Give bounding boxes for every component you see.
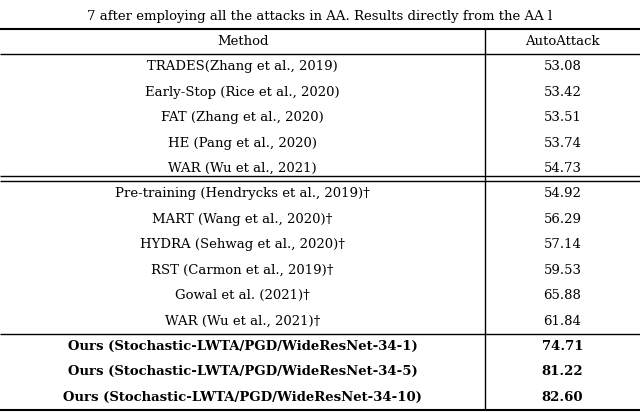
Text: FAT (Zhang et al., 2020): FAT (Zhang et al., 2020) (161, 111, 324, 124)
Text: 53.08: 53.08 (543, 61, 582, 73)
Text: Gowal et al. (2021)†: Gowal et al. (2021)† (175, 289, 310, 302)
Text: TRADES(Zhang et al., 2019): TRADES(Zhang et al., 2019) (147, 61, 338, 73)
Text: 81.22: 81.22 (541, 365, 584, 378)
Text: HE (Pang et al., 2020): HE (Pang et al., 2020) (168, 137, 317, 150)
Text: 59.53: 59.53 (543, 264, 582, 277)
Text: 65.88: 65.88 (543, 289, 582, 302)
Text: 74.71: 74.71 (542, 340, 583, 353)
Text: Ours (Stochastic-LWTA/PGD/WideResNet-34-10): Ours (Stochastic-LWTA/PGD/WideResNet-34-… (63, 391, 422, 404)
Text: 57.14: 57.14 (543, 238, 582, 251)
Text: Early-Stop (Rice et al., 2020): Early-Stop (Rice et al., 2020) (145, 86, 340, 99)
Text: WAR (Wu et al., 2021): WAR (Wu et al., 2021) (168, 162, 317, 175)
Text: 61.84: 61.84 (543, 314, 582, 328)
Text: 54.73: 54.73 (543, 162, 582, 175)
Text: 53.42: 53.42 (543, 86, 582, 99)
Text: 7 after employing all the attacks in AA. Results directly from the AA l: 7 after employing all the attacks in AA.… (88, 10, 552, 23)
Text: 53.74: 53.74 (543, 137, 582, 150)
Text: Method: Method (217, 35, 268, 48)
Text: 82.60: 82.60 (542, 391, 583, 404)
Text: RST (Carmon et al., 2019)†: RST (Carmon et al., 2019)† (151, 264, 334, 277)
Text: AutoAttack: AutoAttack (525, 35, 600, 48)
Text: 53.51: 53.51 (543, 111, 582, 124)
Text: 54.92: 54.92 (543, 187, 582, 201)
Text: WAR (Wu et al., 2021)†: WAR (Wu et al., 2021)† (165, 314, 320, 328)
Text: MART (Wang et al., 2020)†: MART (Wang et al., 2020)† (152, 213, 333, 226)
Text: Ours (Stochastic-LWTA/PGD/WideResNet-34-5): Ours (Stochastic-LWTA/PGD/WideResNet-34-… (68, 365, 417, 378)
Text: Pre-training (Hendrycks et al., 2019)†: Pre-training (Hendrycks et al., 2019)† (115, 187, 370, 201)
Text: HYDRA (Sehwag et al., 2020)†: HYDRA (Sehwag et al., 2020)† (140, 238, 345, 251)
Text: 56.29: 56.29 (543, 213, 582, 226)
Text: Ours (Stochastic-LWTA/PGD/WideResNet-34-1): Ours (Stochastic-LWTA/PGD/WideResNet-34-… (68, 340, 417, 353)
